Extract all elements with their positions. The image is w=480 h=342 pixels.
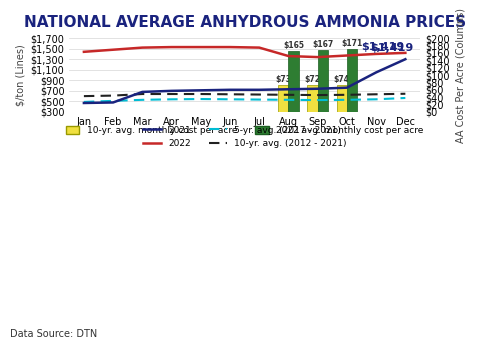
10-yr. avg. (2012 - 2021) [286,93,291,97]
2022 [198,45,204,49]
10-yr. avg. (2012 - 2021) [256,92,262,96]
Text: $74: $74 [334,75,350,83]
5-yr. avg. (2017 - 2021) [373,97,379,101]
2021 [81,101,87,105]
10-yr. avg. (2012 - 2021) [140,92,145,96]
Y-axis label: $/ton (Lines): $/ton (Lines) [15,44,25,106]
2022 [140,45,145,50]
2022 [373,52,379,56]
2022 [286,54,291,58]
10-yr. avg. (2012 - 2021) [344,93,350,97]
Legend: 2021, 2022, 5-yr. avg. (2017 - 2021), 10-yr. avg. (2012 - 2021): 2021, 2022, 5-yr. avg. (2017 - 2021), 10… [139,122,350,152]
2022 [227,45,233,49]
2022 [402,51,408,55]
10-yr. avg. (2012 - 2021) [402,92,408,96]
10-yr. avg. (2012 - 2021) [168,92,174,96]
5-yr. avg. (2017 - 2021) [256,97,262,102]
Bar [288,51,299,112]
Line: 5-yr. avg. (2017 - 2021): 5-yr. avg. (2017 - 2021) [84,98,405,102]
2022 [81,50,87,54]
Text: $167: $167 [312,40,334,49]
10-yr. avg. (2012 - 2021) [110,94,116,98]
5-yr. avg. (2017 - 2021) [198,97,204,101]
Y-axis label: AA Cost Per Acre (Columns): AA Cost Per Acre (Columns) [455,8,465,143]
Bar [347,49,357,112]
2021 [286,87,291,91]
Text: $171: $171 [341,39,363,48]
10-yr. avg. (2012 - 2021) [315,93,321,97]
2022 [256,45,262,50]
5-yr. avg. (2017 - 2021) [140,98,145,102]
Text: $1,419: $1,419 [361,42,405,52]
5-yr. avg. (2017 - 2021) [81,100,87,104]
10-yr. avg. (2012 - 2021) [227,92,233,96]
10-yr. avg. (2012 - 2021) [81,94,87,98]
2022 [110,48,116,52]
2022 [315,55,321,59]
2021 [198,88,204,92]
5-yr. avg. (2017 - 2021) [227,97,233,101]
Text: $1,419: $1,419 [370,43,414,53]
Bar [318,50,328,112]
2021 [168,89,174,93]
Text: $72: $72 [305,75,321,84]
Text: $73: $73 [276,75,291,84]
5-yr. avg. (2017 - 2021) [315,98,321,102]
2021 [256,88,262,92]
Line: 2021: 2021 [84,59,405,103]
Line: 2022: 2022 [84,47,405,57]
10-yr. avg. (2012 - 2021) [198,92,204,96]
2021 [373,70,379,75]
Line: 10-yr. avg. (2012 - 2021): 10-yr. avg. (2012 - 2021) [84,94,405,96]
Bar [278,85,288,112]
5-yr. avg. (2017 - 2021) [286,98,291,102]
2021 [402,57,408,61]
5-yr. avg. (2017 - 2021) [344,98,350,102]
2021 [140,90,145,94]
Bar [336,84,347,112]
Text: $165: $165 [283,41,304,50]
Bar [308,86,318,112]
2021 [315,87,321,91]
2021 [344,86,350,90]
2022 [168,45,174,49]
2021 [227,88,233,92]
2022 [344,53,350,57]
5-yr. avg. (2017 - 2021) [110,99,116,103]
5-yr. avg. (2017 - 2021) [168,97,174,101]
Text: Data Source: DTN: Data Source: DTN [10,329,97,339]
5-yr. avg. (2017 - 2021) [402,96,408,100]
10-yr. avg. (2012 - 2021) [373,92,379,96]
Title: NATIONAL AVERAGE ANHYDROUS AMMONIA PRICES: NATIONAL AVERAGE ANHYDROUS AMMONIA PRICE… [24,15,466,30]
2021 [110,101,116,105]
